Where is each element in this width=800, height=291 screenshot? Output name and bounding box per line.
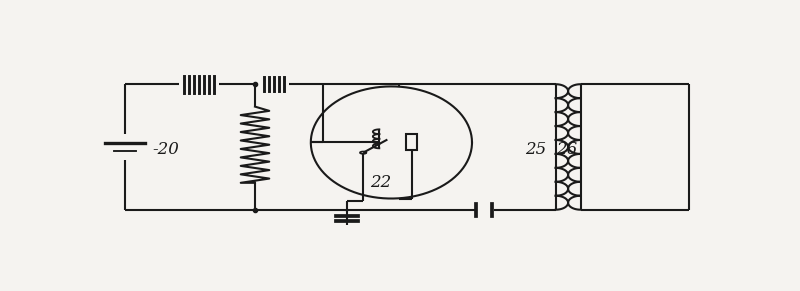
Text: 26: 26 (556, 141, 577, 158)
Text: 22: 22 (370, 174, 391, 191)
Text: 25: 25 (525, 141, 546, 158)
Bar (406, 134, 417, 150)
Text: -20: -20 (153, 141, 179, 158)
